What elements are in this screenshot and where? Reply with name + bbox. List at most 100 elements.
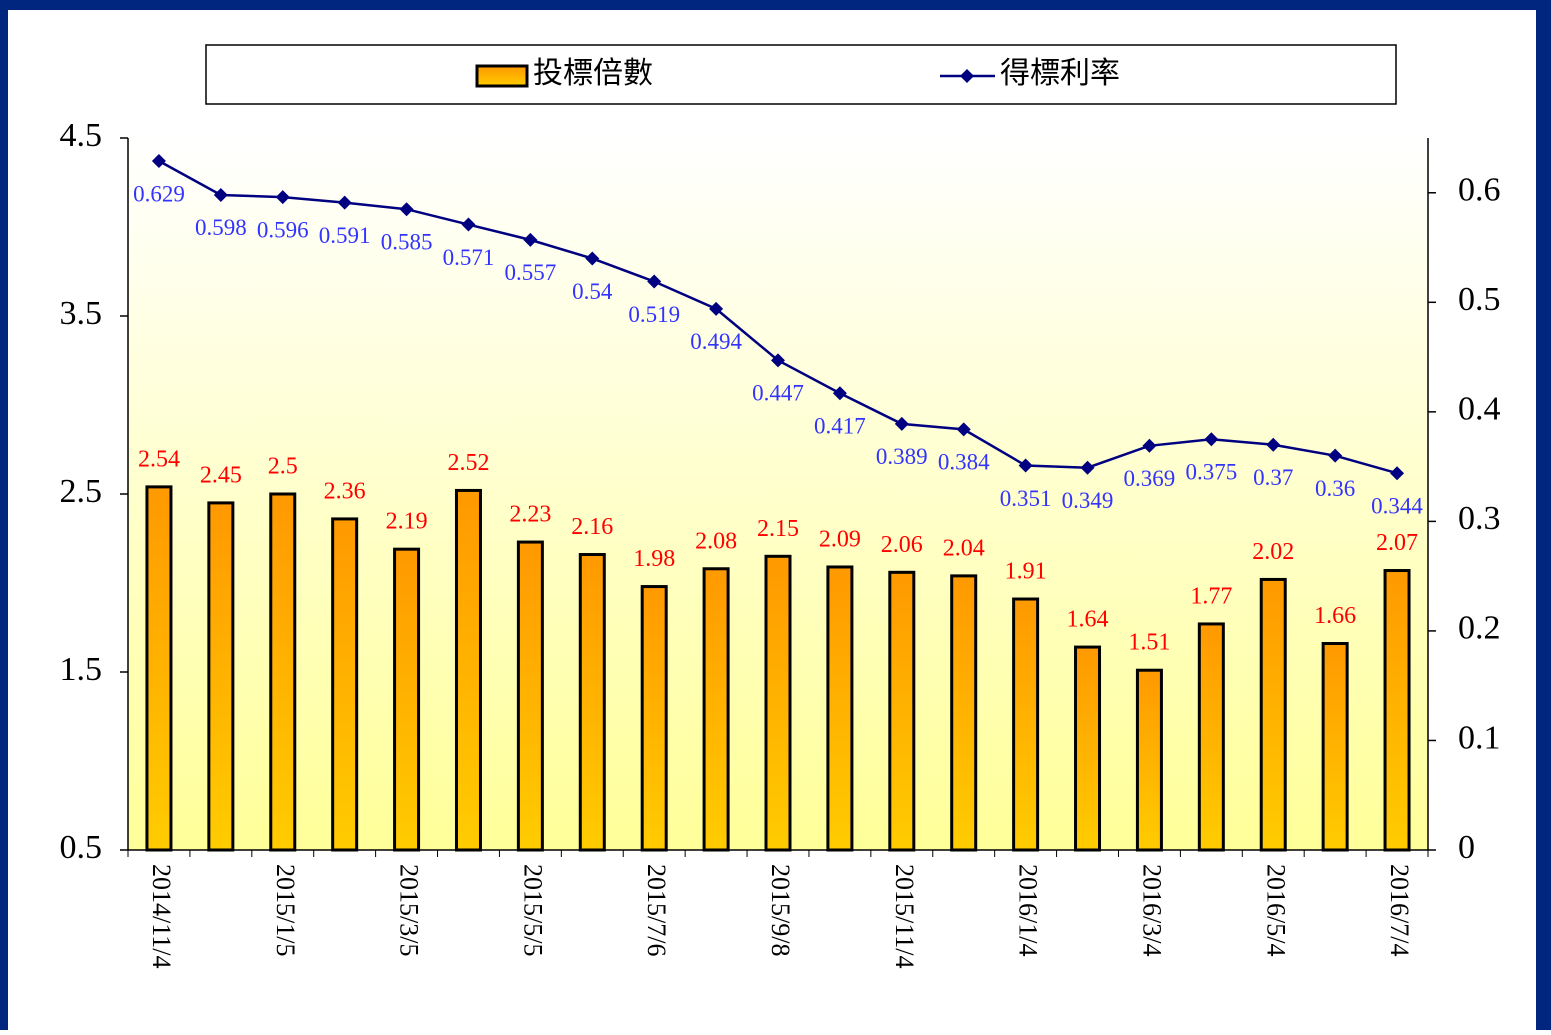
line-label: 0.494 <box>690 329 742 354</box>
y-tick-label: 0.5 <box>60 829 103 866</box>
line-marker <box>461 217 476 232</box>
bar <box>826 565 854 852</box>
line-marker <box>1204 432 1219 447</box>
bar-label: 2.5 <box>268 454 298 480</box>
legend-label: 得標利率 <box>1000 57 1120 90</box>
bar-label: 1.66 <box>1314 603 1356 629</box>
line-label: 0.351 <box>1000 486 1052 511</box>
bar <box>702 567 730 852</box>
line-label: 0.384 <box>938 450 990 475</box>
x-tick-label: 2015/5/5 <box>518 864 547 956</box>
bar-label: 2.16 <box>571 514 613 540</box>
line-label: 0.596 <box>257 217 309 242</box>
bar <box>1383 569 1411 852</box>
bar-label: 2.45 <box>200 462 242 488</box>
bar-label: 1.64 <box>1067 607 1109 633</box>
bar-label: 2.04 <box>943 535 985 561</box>
bar <box>1135 668 1163 852</box>
y-tick-label: 4.5 <box>60 117 103 154</box>
legend <box>205 44 1397 105</box>
y-tick-label: 2.5 <box>60 473 103 510</box>
bar <box>1259 577 1287 852</box>
line-label: 0.344 <box>1371 493 1423 518</box>
line-marker <box>1390 466 1405 481</box>
y2-tick-label: 0.6 <box>1458 172 1501 209</box>
line-label: 0.37 <box>1253 465 1293 490</box>
line-marker <box>709 301 724 316</box>
line-marker <box>1018 458 1033 473</box>
line-marker <box>1080 460 1095 475</box>
line-marker <box>771 353 785 368</box>
bar-label: 2.19 <box>386 509 428 535</box>
bar-label: 2.07 <box>1376 530 1418 556</box>
line-marker <box>1328 448 1343 463</box>
y2-tick-label: 0.4 <box>1458 391 1501 428</box>
bar <box>1321 642 1349 852</box>
bar-label: 2.54 <box>138 446 180 472</box>
line-label: 0.585 <box>381 229 433 254</box>
bar <box>764 554 792 852</box>
bar-label: 1.91 <box>1005 559 1047 585</box>
line-marker <box>832 386 847 401</box>
line-marker <box>585 251 600 266</box>
bar <box>578 553 606 852</box>
y2-tick-label: 0.2 <box>1458 610 1501 647</box>
bar-label: 2.15 <box>757 516 799 542</box>
y2-tick-label: 0.1 <box>1458 719 1501 756</box>
bar <box>1012 597 1040 852</box>
line-marker <box>1266 437 1281 452</box>
legend-label: 投標倍數 <box>533 57 653 90</box>
line-label: 0.591 <box>319 223 371 248</box>
marks: 0.5 1.5 2.5 3.5 4.5 0 0.1 0.2 0.3 0.4 0.5 0.6 2014/1… <box>60 57 1501 969</box>
bar <box>145 485 173 852</box>
x-tick-label: 2014/11/4 <box>147 864 176 968</box>
line-label: 0.349 <box>1062 488 1114 513</box>
y2-tick-label: 0 <box>1458 829 1475 866</box>
bar <box>331 517 359 852</box>
bar-label: 2.36 <box>324 478 366 504</box>
bar <box>640 585 668 852</box>
line-marker <box>956 422 971 437</box>
bar-label: 1.51 <box>1128 630 1170 656</box>
line-label: 0.598 <box>195 215 247 240</box>
line-marker <box>337 195 352 210</box>
bar <box>950 574 978 852</box>
x-tick-label: 2016/1/4 <box>1014 864 1043 956</box>
line-marker <box>1142 438 1157 453</box>
line-marker <box>523 232 538 247</box>
line-label: 0.36 <box>1315 476 1355 501</box>
bar <box>207 501 235 852</box>
line-marker <box>151 154 166 169</box>
x-tick-label: 2015/11/4 <box>890 864 919 968</box>
x-tick-label: 2015/7/6 <box>642 864 671 956</box>
bar <box>454 488 482 852</box>
line-label: 0.369 <box>1124 466 1176 491</box>
bar-label: 2.02 <box>1252 539 1294 565</box>
line-label: 0.389 <box>876 444 928 469</box>
bar-label: 1.77 <box>1190 583 1232 609</box>
y2-tick-label: 0.3 <box>1458 500 1501 537</box>
bar <box>888 570 916 852</box>
legend-swatch <box>475 64 529 88</box>
line-label: 0.629 <box>133 181 185 206</box>
line-label: 0.557 <box>505 260 557 285</box>
line-marker <box>213 187 228 202</box>
line-label: 0.571 <box>443 245 495 270</box>
bar-label: 2.06 <box>881 532 923 558</box>
x-tick-label: 2015/1/5 <box>271 864 300 956</box>
x-tick-label: 2015/3/5 <box>395 864 424 956</box>
line-label: 0.54 <box>572 279 613 304</box>
bar <box>393 547 421 852</box>
bar-label: 1.98 <box>633 546 675 572</box>
line-marker <box>647 274 662 289</box>
line-label: 0.519 <box>628 302 680 327</box>
bar <box>1074 645 1102 852</box>
bar-label: 2.09 <box>819 526 861 552</box>
line-label: 0.447 <box>752 381 804 406</box>
bar-label: 2.08 <box>695 528 737 554</box>
bar <box>269 492 297 852</box>
x-tick-label: 2015/9/8 <box>766 864 795 956</box>
line-label: 0.417 <box>814 414 866 439</box>
